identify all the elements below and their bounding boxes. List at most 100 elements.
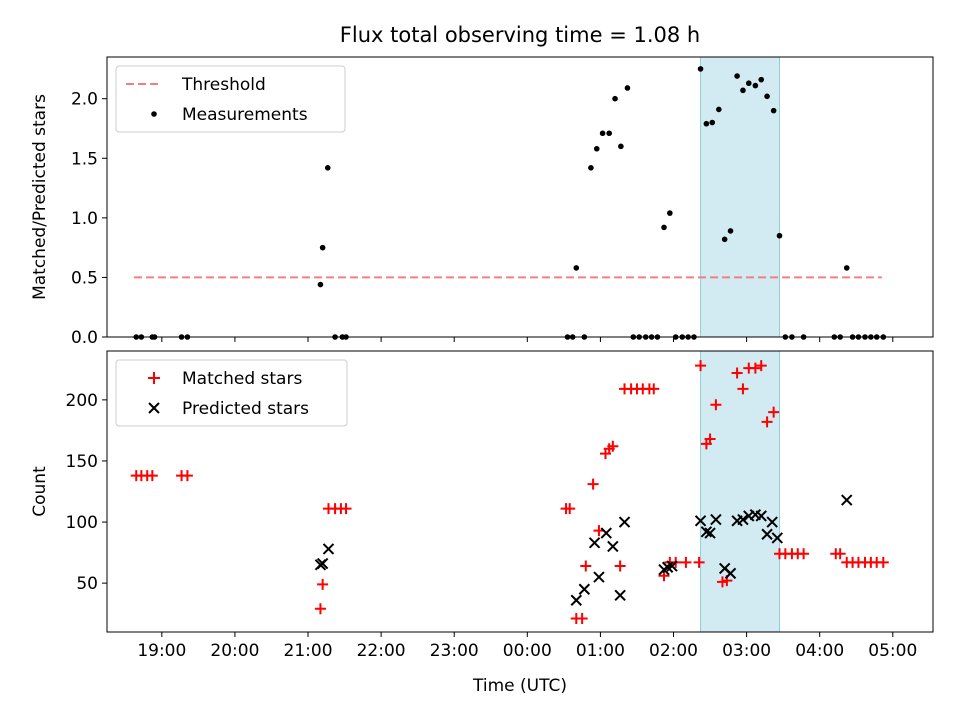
predicted-star-marker [570, 594, 582, 606]
y-tick-label: 200 [66, 391, 98, 411]
measurement-point [133, 334, 140, 340]
measurement-point [332, 334, 338, 340]
predicted-star-marker [618, 516, 631, 528]
measurement-point [849, 334, 856, 340]
predicted-star-marker [704, 527, 716, 539]
legend-label: Measurements [182, 105, 308, 125]
bottom-panel-counts: 19:00 20:00 21:00 22:00 23:00 00:00 01:00 02:00… [30, 350, 934, 696]
measurement-point [709, 119, 716, 126]
measurement-point [317, 281, 324, 288]
predicted-star-marker [322, 543, 335, 555]
axes-frame [106, 350, 934, 633]
measurement-point [569, 334, 576, 340]
measurement-point [667, 210, 673, 216]
matched-star-marker [614, 560, 626, 572]
x-tick-label: 04:00 [795, 641, 844, 661]
y-tick-label: 100 [66, 513, 98, 533]
measurement-point [831, 334, 838, 340]
predicted-star-marker [841, 494, 853, 506]
x-tick-label: 21:00 [284, 641, 333, 661]
predicted-star-marker [761, 528, 773, 540]
measurement-point [599, 130, 606, 137]
measurement-point [721, 236, 728, 243]
measurement-point [319, 244, 326, 251]
measurement-point [716, 106, 722, 113]
measurement-point [178, 334, 185, 340]
matched-star-marker [798, 548, 810, 560]
measurement-point [782, 334, 789, 340]
measurement-point [661, 224, 667, 231]
measurement-point [740, 87, 746, 94]
x-axis-label: Time (UTC) [472, 676, 567, 696]
matched-star-marker [749, 362, 761, 374]
legend-box [115, 65, 346, 133]
predicted-star-marker [614, 589, 626, 602]
predicted-star-marker [316, 557, 329, 570]
y-tick-label: 1.5 [71, 149, 98, 169]
measurement-point [672, 334, 679, 340]
legend-predicted-swatch [148, 402, 160, 414]
matched-star-marker [580, 560, 592, 572]
measurement-point [573, 265, 580, 271]
matched-star-marker [146, 470, 158, 482]
measurement-point [745, 80, 752, 87]
predicted-star-marker [593, 571, 605, 583]
predicted-star-marker [666, 560, 678, 572]
measurement-point [642, 334, 649, 340]
predicted-star-marker [737, 513, 749, 526]
x-tick-label: 19:00 [137, 641, 186, 661]
measurement-point [776, 232, 783, 239]
measurement-point [752, 82, 759, 89]
measurement-point [837, 334, 843, 340]
predicted-star-marker [588, 537, 601, 549]
measurement-point [843, 265, 850, 271]
measurement-point [618, 143, 624, 150]
measurement-point [868, 334, 874, 340]
x-tick-label: 02:00 [649, 641, 698, 661]
predicted-star-marker [766, 516, 778, 528]
measurement-point [800, 334, 807, 340]
matched-star-marker [834, 548, 846, 560]
measurement-point [343, 334, 349, 340]
measurement-point [691, 334, 697, 340]
y-tick-label: 0.0 [71, 328, 98, 348]
y-tick-label: 0.5 [71, 268, 98, 288]
matched-star-marker [314, 603, 326, 615]
measurement-point [703, 120, 710, 127]
x-tick-label: 05:00 [868, 641, 917, 661]
matched-star-marker [680, 556, 692, 568]
matched-star-marker [761, 416, 773, 428]
legend-measurement-swatch [151, 111, 157, 117]
x-tick-label: 22:00 [357, 641, 406, 661]
matched-star-marker [704, 433, 716, 445]
predicted-star-marker [607, 540, 619, 553]
matched-star-marker [710, 399, 722, 411]
y-tick-label: 2.0 [71, 90, 98, 110]
predicted-star-marker [771, 532, 784, 544]
measurement-point [654, 334, 661, 340]
measurement-point [588, 165, 594, 171]
matched-star-marker [181, 470, 193, 482]
predicted-star-marker [578, 583, 591, 595]
matched-star-marker [737, 383, 749, 395]
y-tick-label: 1.0 [71, 209, 98, 229]
matched-star-marker [693, 556, 705, 568]
measurement-point [685, 334, 691, 340]
measurement-point [624, 85, 631, 91]
measurement-point [606, 130, 612, 137]
legend-label: Threshold [181, 75, 266, 95]
x-tick-label: 20:00 [210, 641, 259, 661]
x-tick-label: 03:00 [722, 641, 771, 661]
measurement-point [593, 145, 600, 152]
measurement-point [581, 334, 588, 340]
matched-star-marker [607, 440, 619, 452]
y-axis-label: Count [30, 466, 50, 517]
measurement-point [770, 107, 777, 114]
measurement-point [880, 334, 887, 340]
measurement-point [789, 334, 795, 340]
observing-window-span [700, 56, 780, 338]
measurement-point [862, 334, 868, 340]
y-tick-label: 150 [66, 452, 98, 472]
legend-matched-swatch [148, 372, 160, 384]
